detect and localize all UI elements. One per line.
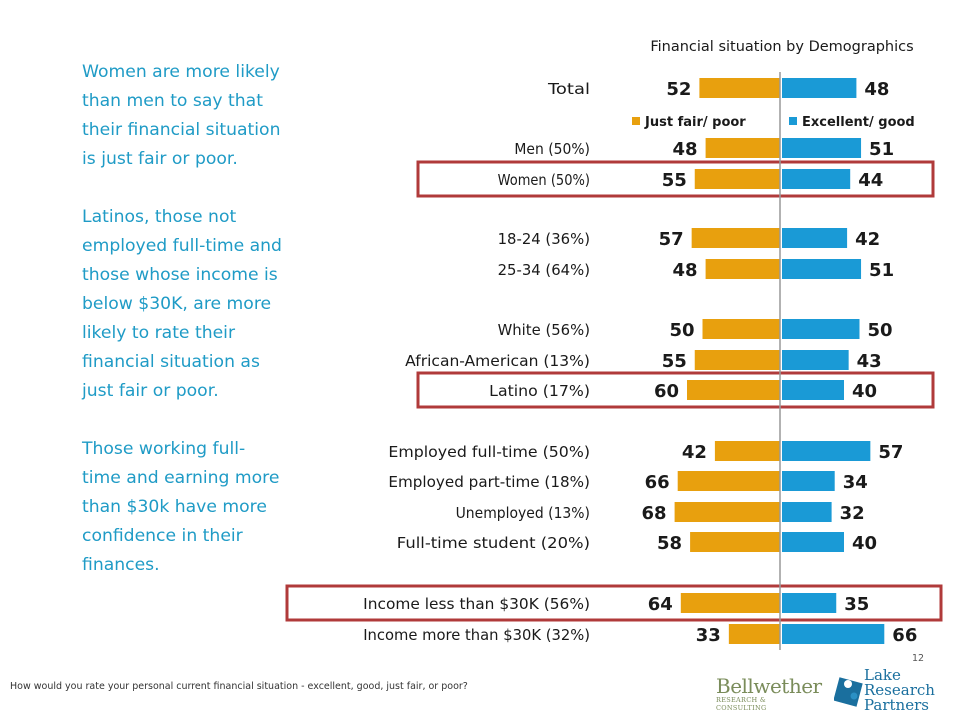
value-excellent-good-employed-full-time-50: 57 (878, 442, 903, 463)
lake-research-partners-logo: Lake Research Partners (834, 668, 954, 718)
bar-excellent-good-men-50 (782, 138, 862, 158)
chart-title: Financial situation by Demographics (650, 39, 913, 55)
value-just-fair-poor-unemployed-13: 68 (642, 503, 667, 524)
bar-excellent-good-white-56 (782, 319, 860, 339)
bellwether-logo: Bellwether RESEARCH & CONSULTING (716, 674, 822, 712)
value-just-fair-poor-african-american-13: 55 (662, 351, 687, 372)
page-number: 12 (912, 653, 925, 664)
puzzle-piece-icon (834, 677, 863, 707)
value-excellent-good-white-56: 50 (868, 320, 893, 341)
category-label-african-american-13: African-American (13%) (405, 352, 590, 370)
bellwether-logo-name: Bellwether (716, 674, 822, 698)
bar-excellent-good-18-24-36 (782, 228, 848, 248)
value-just-fair-poor-18-24-36: 57 (659, 229, 684, 250)
value-excellent-good-african-american-13: 43 (857, 351, 882, 372)
bar-excellent-good-total (782, 78, 857, 98)
survey-question-footnote: How would you rate your personal current… (10, 681, 468, 692)
bar-just-fair-poor-25-34-64 (705, 259, 780, 279)
bar-just-fair-poor-white-56 (702, 319, 780, 339)
bar-just-fair-poor-employed-full-time-50 (714, 441, 780, 461)
value-just-fair-poor-total: 52 (666, 79, 691, 100)
value-excellent-good-25-34-64: 51 (869, 260, 894, 281)
value-just-fair-poor-employed-part-time-18: 66 (645, 472, 670, 493)
bar-excellent-good-employed-part-time-18 (782, 471, 835, 491)
highlight-box-women-50 (416, 160, 935, 198)
bar-just-fair-poor-total (699, 78, 780, 98)
value-just-fair-poor-income-less-than-30k-56: 64 (648, 594, 673, 615)
value-labels: 52 48 48 51 55 44 57 42 48 51 50 50 55 43 60 40 42 57 66 34… (642, 79, 918, 646)
category-label-unemployed-13: Unemployed (13%) (456, 504, 590, 522)
category-label-25-34-64: 25-34 (64%) (498, 261, 590, 279)
category-label-employed-full-time-50: Employed full-time (50%) (388, 443, 590, 461)
value-excellent-good-latino-17: 40 (852, 381, 877, 402)
bar-excellent-good-latino-17 (782, 380, 844, 400)
narrative-paragraph-latino: Latinos, those not employed full-time an… (82, 207, 282, 401)
bar-just-fair-poor-full-time-student-20 (690, 532, 780, 552)
bar-just-fair-poor-18-24-36 (691, 228, 780, 248)
category-labels: Total Men (50%) Women (50%) 18-24 (36%) 25-3… (363, 80, 590, 644)
category-label-women-50: Women (50%) (498, 171, 590, 189)
value-excellent-good-women-50: 44 (858, 170, 883, 191)
bar-excellent-good-income-less-than-30k-56 (782, 593, 837, 613)
value-just-fair-poor-income-more-than-30k-32: 33 (696, 625, 721, 646)
category-label-income-more-than-30k-32: Income more than $30K (32%) (363, 626, 590, 644)
legend-swatch-just-fair-poor (632, 117, 640, 125)
category-label-income-less-than-30k-56: Income less than $30K (56%) (363, 595, 590, 613)
value-excellent-good-total: 48 (864, 79, 889, 100)
bar-just-fair-poor-men-50 (705, 138, 780, 158)
value-excellent-good-full-time-student-20: 40 (852, 533, 877, 554)
category-label-full-time-student-20: Full-time student (20%) (397, 534, 590, 552)
bar-excellent-good-african-american-13 (782, 350, 849, 370)
bar-just-fair-poor-income-more-than-30k-32 (728, 624, 780, 644)
bar-excellent-good-25-34-64 (782, 259, 862, 279)
bars (674, 78, 885, 644)
lrp-logo-line3: Partners (864, 696, 929, 714)
bar-just-fair-poor-income-less-than-30k-56 (680, 593, 780, 613)
highlight-boxes (285, 160, 943, 622)
value-just-fair-poor-full-time-student-20: 58 (657, 533, 682, 554)
bar-just-fair-poor-women-50 (694, 169, 780, 189)
highlight-box-latino-17 (416, 371, 935, 409)
category-label-latino-17: Latino (17%) (489, 382, 590, 400)
value-excellent-good-income-less-than-30k-56: 35 (844, 594, 869, 615)
bar-excellent-good-women-50 (782, 169, 851, 189)
lrp-logo-line1: Lake (864, 666, 901, 684)
narrative-paragraph-gender: Women are more likely than men to say th… (82, 62, 281, 169)
value-just-fair-poor-women-50: 55 (662, 170, 687, 191)
legend-label-excellent-good: Excellent/ good (802, 115, 915, 130)
value-just-fair-poor-employed-full-time-50: 42 (682, 442, 707, 463)
legend-swatch-excellent-good (789, 117, 797, 125)
narrative-paragraph-fulltime: Those working full-time and earning more… (82, 439, 280, 575)
bellwether-logo-tagline: RESEARCH & CONSULTING (716, 696, 767, 712)
value-just-fair-poor-white-56: 50 (669, 320, 694, 341)
bar-excellent-good-full-time-student-20 (782, 532, 844, 552)
value-just-fair-poor-men-50: 48 (673, 139, 698, 160)
legend: Just fair/ poor Excellent/ good (632, 115, 915, 130)
value-excellent-good-income-more-than-30k-32: 66 (892, 625, 917, 646)
value-excellent-good-employed-part-time-18: 34 (843, 472, 868, 493)
category-label-men-50: Men (50%) (514, 140, 590, 158)
bar-just-fair-poor-latino-17 (687, 380, 780, 400)
value-just-fair-poor-latino-17: 60 (654, 381, 679, 402)
category-label-white-56: White (56%) (498, 321, 590, 339)
category-label-18-24-36: 18-24 (36%) (498, 230, 590, 248)
value-excellent-good-18-24-36: 42 (855, 229, 880, 250)
bar-just-fair-poor-employed-part-time-18 (677, 471, 780, 491)
bar-excellent-good-unemployed-13 (782, 502, 832, 522)
bar-just-fair-poor-african-american-13 (694, 350, 780, 370)
value-just-fair-poor-25-34-64: 48 (673, 260, 698, 281)
value-excellent-good-unemployed-13: 32 (840, 503, 865, 524)
bar-just-fair-poor-unemployed-13 (674, 502, 780, 522)
diverging-bar-chart: Financial situation by Demographics Tota… (285, 39, 943, 650)
legend-label-just-fair-poor: Just fair/ poor (644, 115, 746, 130)
bar-excellent-good-employed-full-time-50 (782, 441, 871, 461)
value-excellent-good-men-50: 51 (869, 139, 894, 160)
category-label-total: Total (547, 80, 590, 98)
bar-excellent-good-income-more-than-30k-32 (782, 624, 885, 644)
highlight-box-income-less-than-30k-56 (285, 584, 943, 622)
lrp-logo-line2: Research (864, 681, 935, 699)
category-label-employed-part-time-18: Employed part-time (18%) (388, 473, 590, 491)
narrative-text: Women are more likely than men to say th… (82, 58, 282, 609)
